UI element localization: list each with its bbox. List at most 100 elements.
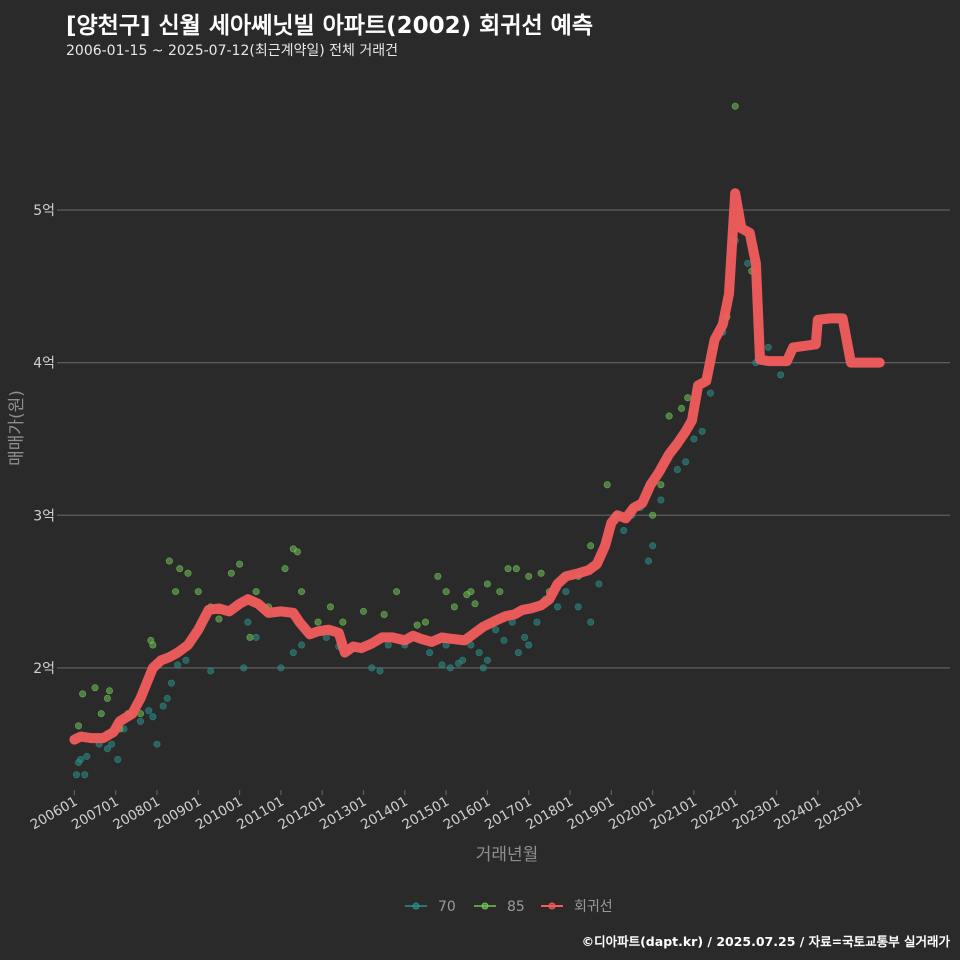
series-70-point xyxy=(207,667,215,675)
chart-title: [양천구] 신월 세아쎄닛빌 아파트(2002) 회귀선 예측 xyxy=(66,13,593,39)
series-70-point xyxy=(438,661,446,669)
series-70-point xyxy=(298,641,306,649)
series-70-point xyxy=(673,465,681,473)
x-axis-ticks: 2006012007012008012009012010012011012012… xyxy=(28,790,865,833)
series-70-point xyxy=(587,618,595,626)
series-70-point xyxy=(525,641,533,649)
series-85-point xyxy=(246,633,254,641)
series-85-point xyxy=(281,565,289,573)
series-85-point xyxy=(165,557,173,565)
series-70-point xyxy=(289,649,297,657)
series-70-point xyxy=(159,702,167,710)
series-85-point xyxy=(467,588,475,596)
legend-label-s85: 85 xyxy=(507,899,525,915)
series-70-point xyxy=(764,343,772,351)
series-70-point xyxy=(77,755,85,763)
series-70-point xyxy=(459,656,467,664)
series-70-point xyxy=(72,771,80,779)
series-70-point xyxy=(163,694,171,702)
series-70-point xyxy=(252,633,260,641)
chart-subtitle: 2006-01-15 ~ 2025-07-12(최근계약일) 전체 거래건 xyxy=(66,43,398,59)
series-70-point xyxy=(384,641,392,649)
y-axis-title: 매매가(원) xyxy=(7,390,27,466)
series-85-point xyxy=(97,710,105,718)
series-85-point xyxy=(450,603,458,611)
series-85-point xyxy=(339,618,347,626)
regression-line-layer xyxy=(69,188,885,745)
series-85-point xyxy=(103,694,111,702)
series-85-point xyxy=(227,569,235,577)
series-85-point xyxy=(236,560,244,568)
series-70-point xyxy=(446,664,454,672)
series-85-point xyxy=(413,621,421,629)
series-70-point xyxy=(475,649,483,657)
series-85-point xyxy=(537,569,545,577)
series-70-point xyxy=(182,656,190,664)
series-85-point xyxy=(194,588,202,596)
series-70-point xyxy=(103,745,111,753)
series-85-point xyxy=(184,569,192,577)
series-85-point xyxy=(91,684,99,692)
series-70-point xyxy=(240,664,248,672)
series-70-point xyxy=(149,713,157,721)
series-85-point xyxy=(380,610,388,618)
source-caption: ©디아파트(dapt.kr) / 2025.07.25 / 자료=국토교통부 실… xyxy=(581,934,950,949)
legend: 70 85 회귀선 xyxy=(405,899,613,915)
series-85-point xyxy=(79,690,87,698)
legend-label-regression: 회귀선 xyxy=(574,899,613,915)
series-70-points xyxy=(72,237,785,779)
y-tick-label: 5억 xyxy=(33,203,55,219)
series-70-point xyxy=(114,755,122,763)
y-tick-label: 2억 xyxy=(33,661,55,677)
legend-label-s70: 70 xyxy=(438,899,456,915)
series-70-point xyxy=(479,664,487,672)
series-70-point xyxy=(83,752,91,760)
grid-lines xyxy=(62,209,950,669)
series-85-point xyxy=(314,618,322,626)
series-85-point xyxy=(512,565,520,573)
series-70-point xyxy=(777,371,785,379)
x-tick-label: 202501 xyxy=(812,794,865,834)
series-70-point xyxy=(108,740,116,748)
series-85-point xyxy=(525,572,533,580)
series-70-point xyxy=(483,656,491,664)
series-85-point xyxy=(326,603,334,611)
series-85-point xyxy=(421,618,429,626)
series-85-point xyxy=(298,588,306,596)
legend-key-point-85 xyxy=(481,902,489,910)
series-85-point xyxy=(105,687,113,695)
series-70-point xyxy=(174,661,182,669)
series-70-point xyxy=(145,707,153,715)
series-70-point xyxy=(426,649,434,657)
series-70-point xyxy=(744,259,752,267)
series-85-point xyxy=(483,580,491,588)
series-70-point xyxy=(244,618,252,626)
series-85-point xyxy=(149,641,157,649)
series-70-point xyxy=(644,557,652,565)
series-85-point xyxy=(496,588,504,596)
legend-key-point-회귀선 xyxy=(548,902,556,910)
legend-key-point-70 xyxy=(412,902,420,910)
series-70-point xyxy=(706,389,714,397)
series-85-point xyxy=(649,511,657,519)
series-85-point xyxy=(504,565,512,573)
series-85-point xyxy=(360,607,368,615)
series-70-point xyxy=(368,664,376,672)
series-85-point xyxy=(587,542,595,550)
series-70-point xyxy=(595,580,603,588)
series-85-point xyxy=(678,404,686,412)
series-70-point xyxy=(277,664,285,672)
series-70-point xyxy=(620,527,628,535)
series-70-point xyxy=(649,542,657,550)
series-85-point xyxy=(471,600,479,608)
regression-line xyxy=(69,188,885,745)
series-85-point xyxy=(657,481,665,489)
series-70-point xyxy=(376,667,384,675)
series-85-point xyxy=(603,481,611,489)
y-tick-label: 3억 xyxy=(33,508,55,524)
series-70-point xyxy=(562,588,570,596)
series-85-point xyxy=(172,588,180,596)
x-axis-title: 거래년월 xyxy=(476,845,539,865)
series-70-point xyxy=(698,427,706,435)
